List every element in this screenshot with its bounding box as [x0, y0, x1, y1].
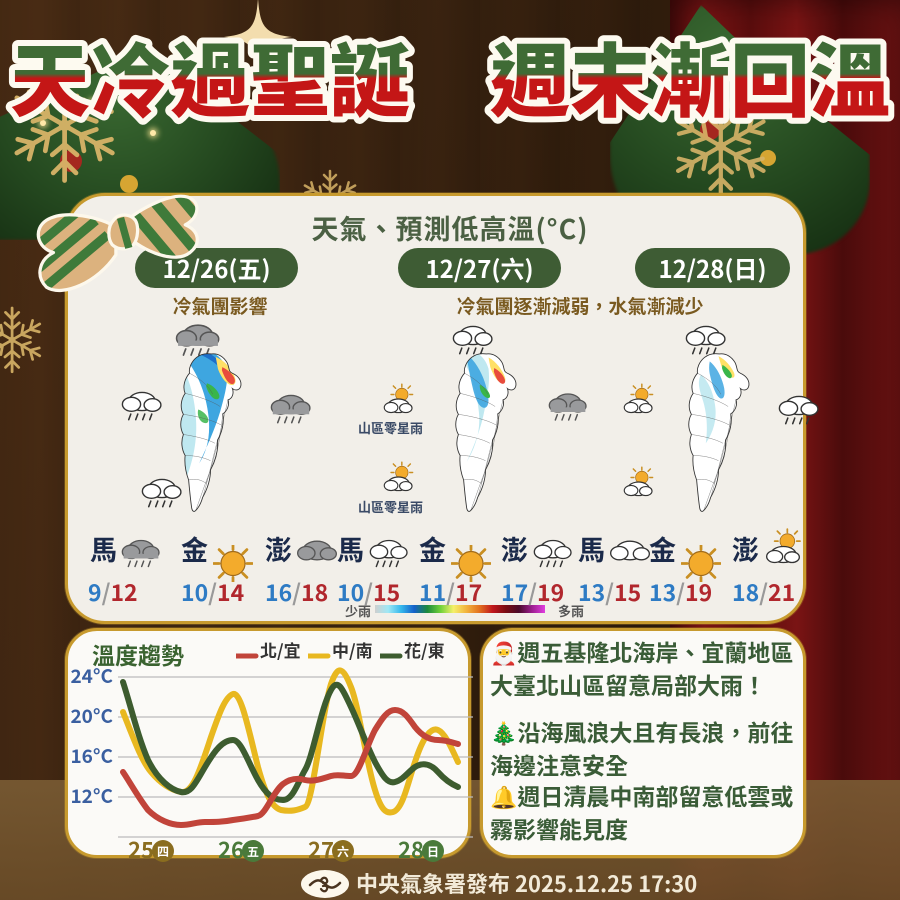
svg-text:五: 五 — [247, 843, 259, 860]
svg-text:27: 27 — [308, 833, 334, 865]
svg-text:日: 日 — [427, 843, 439, 860]
svg-text:24°C: 24°C — [70, 662, 113, 689]
svg-text:25: 25 — [128, 833, 154, 865]
svg-text:28: 28 — [398, 833, 424, 865]
svg-text:四: 四 — [157, 843, 169, 860]
svg-text:六: 六 — [337, 843, 349, 860]
svg-text:16°C: 16°C — [70, 742, 113, 769]
svg-text:20°C: 20°C — [70, 702, 113, 729]
svg-text:天冷過聖誕 週末漸回溫: 天冷過聖誕 週末漸回溫 — [10, 18, 890, 134]
svg-text:26: 26 — [218, 833, 244, 865]
svg-text:12°C: 12°C — [70, 782, 113, 809]
